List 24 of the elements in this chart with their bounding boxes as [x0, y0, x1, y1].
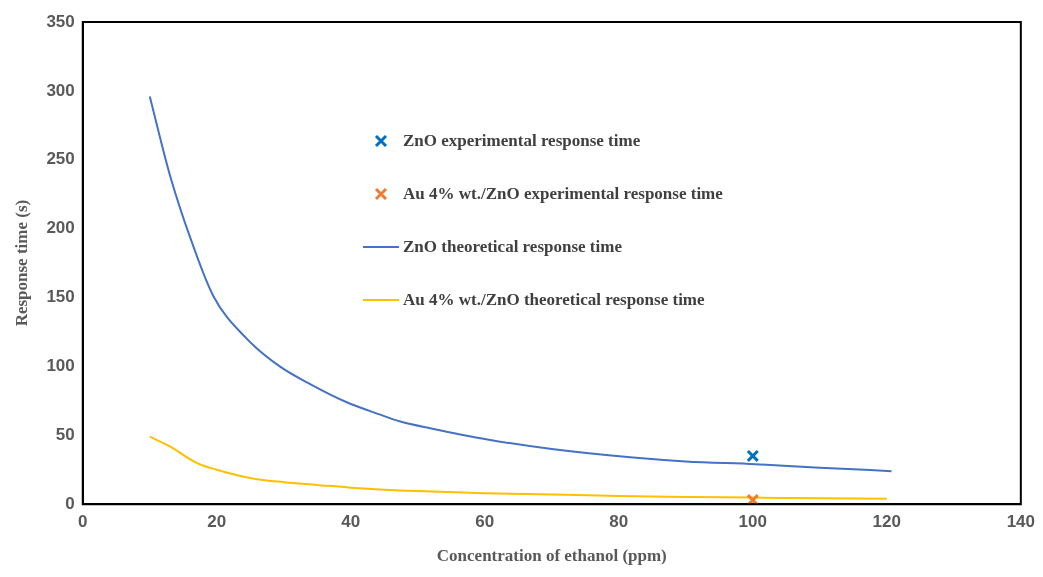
x-tick-label: 100 — [738, 512, 767, 532]
y-tick-label: 250 — [46, 149, 75, 169]
line-series — [148, 95, 893, 473]
x-tick-label: 120 — [872, 512, 901, 532]
y-tick-label: 0 — [65, 493, 75, 513]
y-tick-label: 350 — [46, 11, 75, 31]
legend-label: Au 4% wt./ZnO experimental response time — [403, 184, 723, 204]
y-axis-title: Response time (s) — [11, 199, 31, 327]
y-tick-label: 50 — [55, 425, 75, 444]
y-tick-label: 100 — [46, 356, 75, 376]
legend-label: ZnO theoretical response time — [403, 237, 622, 257]
x-tick-label: 0 — [78, 512, 88, 532]
y-tick-label: 300 — [46, 80, 75, 100]
x-tick-label: 40 — [341, 512, 361, 532]
line-series — [148, 435, 888, 500]
y-tick-label: 200 — [46, 218, 75, 238]
x-tick-label: 80 — [609, 512, 629, 532]
legend-label: Au 4% wt./ZnO theoretical response time — [403, 290, 705, 310]
legend-label: ZnO experimental response time — [403, 131, 641, 151]
y-tick-label: 150 — [46, 287, 75, 307]
x-tick-label: 140 — [1006, 512, 1036, 532]
x-tick-label: 20 — [207, 512, 227, 532]
x-tick-label: 60 — [475, 512, 495, 532]
x-axis-title: Concentration of ethanol (ppm) — [436, 546, 667, 566]
